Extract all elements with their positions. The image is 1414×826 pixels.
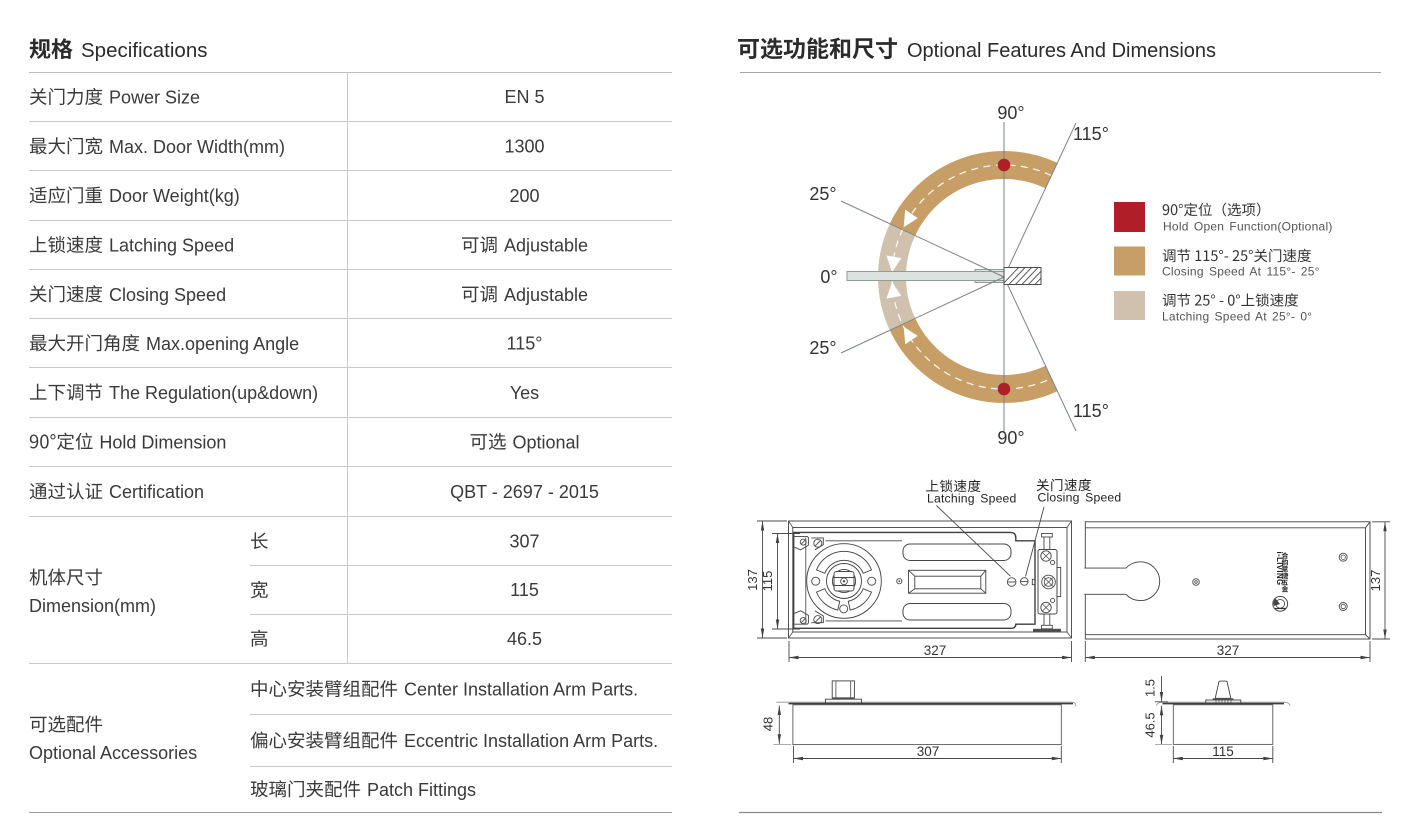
svg-text:48: 48 xyxy=(761,717,776,731)
svg-text:115: 115 xyxy=(760,571,775,592)
svg-text:0°: 0° xyxy=(820,267,837,287)
svg-text:46.5: 46.5 xyxy=(507,629,542,649)
svg-text:115°: 115° xyxy=(1073,401,1109,421)
svg-text:327: 327 xyxy=(924,643,947,658)
svg-text:Dimension(mm): Dimension(mm) xyxy=(29,596,156,616)
svg-text:The Regulation(up&down): The Regulation(up&down) xyxy=(109,383,318,403)
svg-text:Latching Speed At 25°- 0°: Latching Speed At 25°- 0° xyxy=(1162,310,1312,324)
svg-text:1300: 1300 xyxy=(504,137,544,157)
svg-text:Hold Open Function(Optional): Hold Open Function(Optional) xyxy=(1163,220,1333,234)
svg-text:Center Installation Arm Parts.: Center Installation Arm Parts. xyxy=(404,680,638,700)
svg-text:Closing Speed: Closing Speed xyxy=(1038,491,1122,505)
svg-text:137: 137 xyxy=(745,569,760,591)
svg-text:307: 307 xyxy=(509,532,539,552)
svg-text:Hold Dimension: Hold Dimension xyxy=(99,432,226,452)
svg-text:115: 115 xyxy=(1212,744,1234,759)
svg-text:Max.opening Angle: Max.opening Angle xyxy=(146,334,299,354)
svg-text:Optional: Optional xyxy=(513,432,580,452)
svg-text:137: 137 xyxy=(1368,570,1383,592)
svg-text:307: 307 xyxy=(917,744,940,759)
svg-text:90°: 90° xyxy=(997,428,1024,448)
svg-text:Eccentric Installation Arm Par: Eccentric Installation Arm Parts. xyxy=(404,731,658,751)
svg-text:Optional Features And Dimensio: Optional Features And Dimensions xyxy=(907,40,1216,62)
svg-text:90°: 90° xyxy=(997,103,1024,123)
svg-text:327: 327 xyxy=(1217,643,1240,658)
svg-text:Closing Speed: Closing Speed xyxy=(109,285,226,305)
svg-text:Yes: Yes xyxy=(510,383,539,403)
svg-text:EN 5: EN 5 xyxy=(504,87,544,107)
svg-text:115: 115 xyxy=(510,580,539,600)
svg-text:i-LIVING: i-LIVING xyxy=(1275,552,1284,586)
svg-text:QBT - 2697 - 2015: QBT - 2697 - 2015 xyxy=(450,482,599,502)
svg-text:115°: 115° xyxy=(507,334,543,354)
svg-text:25°: 25° xyxy=(809,338,836,358)
svg-text:200: 200 xyxy=(509,186,539,206)
svg-text:Specifications: Specifications xyxy=(81,39,207,62)
svg-text:Certification: Certification xyxy=(109,482,204,502)
svg-text:Patch Fittings: Patch Fittings xyxy=(367,780,476,800)
svg-text:25°: 25° xyxy=(809,184,836,204)
svg-text:46.5: 46.5 xyxy=(1143,712,1158,737)
svg-text:Door Weight(kg): Door Weight(kg) xyxy=(109,186,240,206)
svg-text:Power Size: Power Size xyxy=(109,88,200,108)
svg-text:Latching Speed: Latching Speed xyxy=(927,492,1017,506)
svg-text:Latching Speed: Latching Speed xyxy=(109,236,234,256)
svg-text:Adjustable: Adjustable xyxy=(504,285,588,305)
svg-text:Closing Speed At 115°- 25°: Closing Speed At 115°- 25° xyxy=(1162,265,1320,279)
svg-text:1.5: 1.5 xyxy=(1143,679,1158,697)
svg-text:Adjustable: Adjustable xyxy=(504,236,588,256)
svg-text:Max. Door Width(mm): Max. Door Width(mm) xyxy=(109,137,285,157)
svg-text:Optional Accessories: Optional Accessories xyxy=(29,743,197,763)
svg-text:115°: 115° xyxy=(1073,124,1109,144)
